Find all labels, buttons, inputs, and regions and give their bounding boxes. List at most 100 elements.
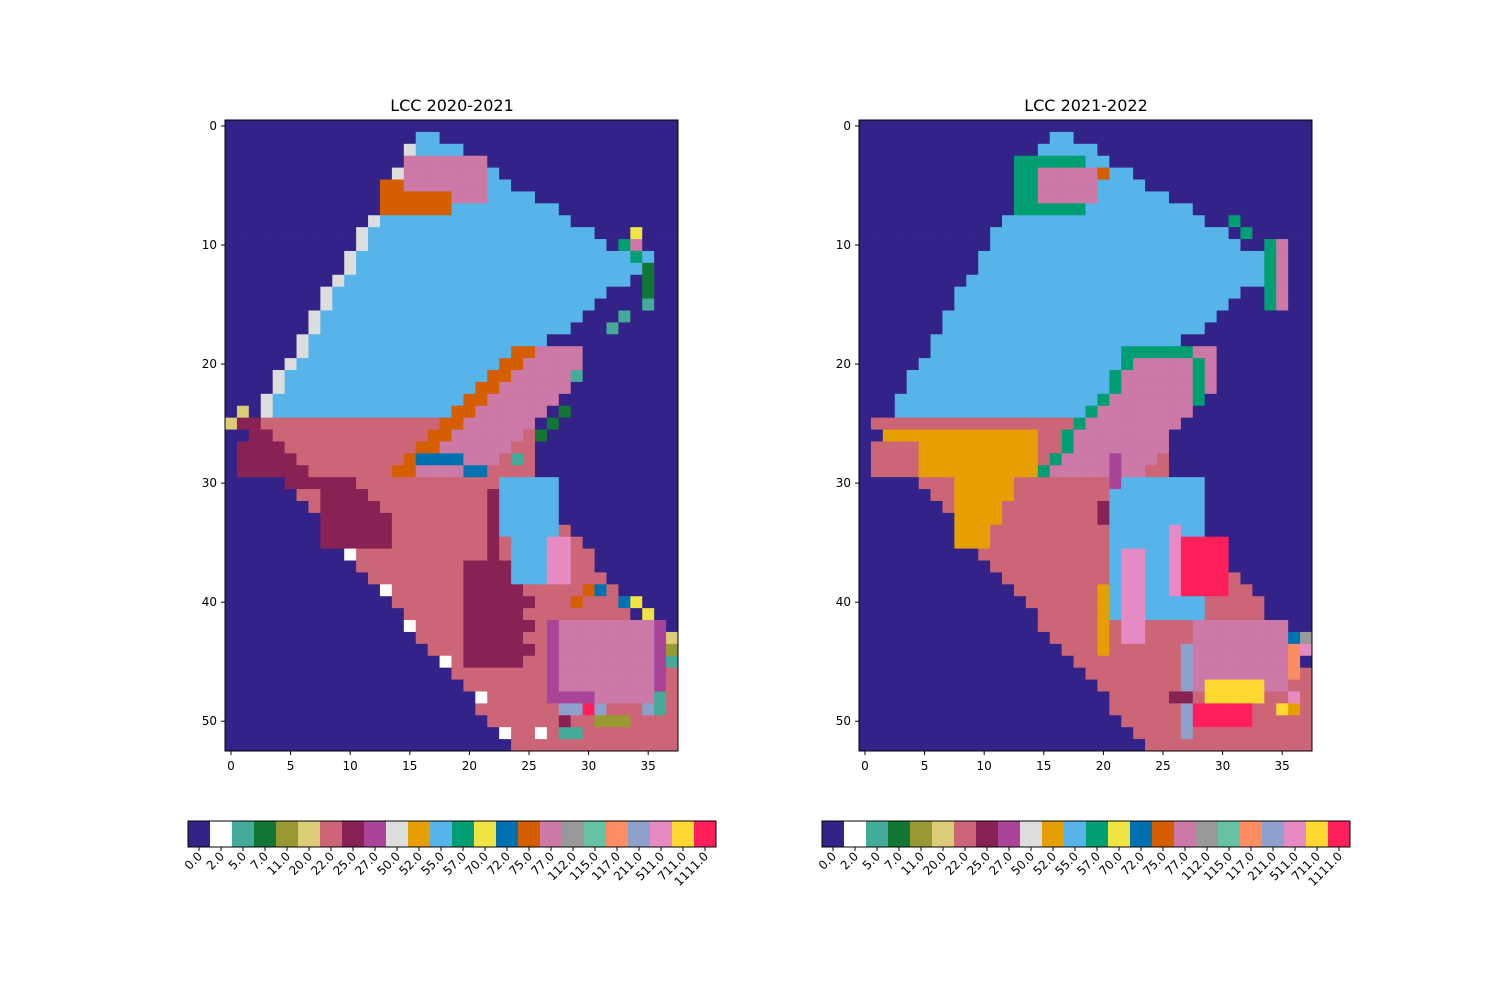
- heatmap-cell: [1037, 429, 1051, 442]
- heatmap-cell: [594, 679, 607, 692]
- heatmap-cell: [930, 155, 943, 169]
- heatmap-cell: [1276, 120, 1289, 133]
- heatmap-cell: [1073, 441, 1086, 454]
- heatmap-cell: [642, 274, 655, 288]
- heatmap-cell: [296, 227, 309, 240]
- heatmap-cell: [546, 429, 560, 442]
- heatmap-cell: [930, 298, 943, 311]
- heatmap-cell: [272, 274, 285, 288]
- heatmap-cell: [403, 239, 417, 252]
- heatmap-cell: [511, 120, 524, 133]
- heatmap-cell: [1049, 203, 1063, 216]
- heatmap-cell: [1013, 167, 1027, 180]
- panel-lcc-2021-2022: LCC 2021-2022 0 5 10 15 20 25 30 35 01020304050…: [816, 96, 1351, 889]
- heatmap-cell: [1252, 631, 1265, 645]
- heatmap-cell: [642, 393, 655, 407]
- heatmap-cell: [1002, 643, 1015, 657]
- heatmap-cell: [475, 298, 488, 311]
- heatmap-cell: [618, 405, 631, 419]
- heatmap-cell: [248, 310, 262, 323]
- heatmap-cell: [1013, 643, 1027, 657]
- heatmap-cell: [332, 262, 345, 276]
- heatmap-cell: [415, 512, 429, 526]
- heatmap-cell: [1168, 548, 1182, 561]
- heatmap-cell: [1264, 477, 1277, 490]
- heatmap-cell: [1157, 465, 1170, 478]
- heatmap-cell: [451, 179, 464, 192]
- heatmap-cell: [1061, 560, 1074, 573]
- heatmap-cell: [379, 262, 393, 276]
- plot-frame: [858, 119, 1313, 752]
- heatmap-cell: [487, 167, 500, 180]
- heatmap-cell: [499, 417, 512, 430]
- heatmap-cell: [1240, 453, 1253, 466]
- heatmap-cell: [1264, 584, 1277, 597]
- heatmap-cell: [1168, 262, 1182, 276]
- heatmap-cell: [1121, 631, 1134, 645]
- heatmap-cell: [978, 596, 991, 609]
- heatmap-cell: [284, 250, 297, 264]
- heatmap-cell: [870, 596, 884, 609]
- colorbar-swatch: [386, 821, 409, 847]
- heatmap-cell: [1228, 429, 1241, 442]
- heatmap-cell: [320, 548, 333, 561]
- heatmap-cell: [1252, 274, 1265, 288]
- heatmap-cell: [1013, 179, 1027, 192]
- heatmap-cell: [284, 393, 297, 407]
- heatmap-cell: [1037, 679, 1051, 692]
- heatmap-cell: [1097, 298, 1110, 311]
- heatmap-cell: [618, 596, 631, 609]
- heatmap-cell: [642, 691, 655, 704]
- heatmap-cell: [546, 548, 560, 561]
- heatmap-cell: [1216, 417, 1229, 430]
- colorbar-label: 22.0: [308, 849, 337, 878]
- heatmap-cell: [1073, 370, 1086, 383]
- heatmap-cell: [966, 703, 979, 716]
- heatmap-cell: [260, 524, 274, 538]
- heatmap-cell: [1228, 381, 1241, 395]
- heatmap-cell: [942, 227, 955, 240]
- heatmap-cell: [1145, 596, 1158, 609]
- heatmap-cell: [379, 500, 393, 514]
- heatmap-cell: [930, 120, 943, 133]
- heatmap-cell: [1252, 334, 1265, 347]
- heatmap-cell: [1145, 310, 1158, 323]
- heatmap-cell: [1276, 691, 1289, 704]
- heatmap-cell: [391, 203, 405, 216]
- heatmap-cell: [966, 548, 979, 561]
- heatmap-cell: [1109, 536, 1122, 550]
- heatmap-cell: [356, 489, 369, 502]
- heatmap-cell: [1300, 655, 1313, 669]
- heatmap-cell: [1300, 691, 1313, 704]
- heatmap-cell: [1121, 643, 1134, 657]
- heatmap-cell: [642, 655, 655, 669]
- heatmap-cell: [368, 393, 381, 407]
- heatmap-cell: [1240, 274, 1253, 288]
- heatmap-cell: [225, 524, 238, 538]
- heatmap-cell: [1037, 274, 1051, 288]
- heatmap-cell: [1109, 239, 1122, 252]
- heatmap-cell: [487, 239, 500, 252]
- heatmap-cell: [594, 727, 607, 740]
- heatmap-cell: [906, 715, 919, 728]
- heatmap-cell: [546, 310, 560, 323]
- heatmap-cell: [272, 405, 285, 419]
- heatmap-cell: [332, 608, 345, 621]
- heatmap-cell: [1192, 667, 1206, 680]
- heatmap-cell: [236, 596, 250, 609]
- heatmap-cell: [236, 310, 250, 323]
- heatmap-cell: [966, 631, 979, 645]
- heatmap-cell: [1002, 120, 1015, 133]
- heatmap-cell: [368, 274, 381, 288]
- heatmap-cell: [248, 393, 262, 407]
- heatmap-cell: [1252, 560, 1265, 573]
- heatmap-cell: [308, 417, 321, 430]
- heatmap-cell: [368, 560, 381, 573]
- heatmap-cell: [1097, 310, 1110, 323]
- heatmap-cell: [1145, 203, 1158, 216]
- heatmap-cell: [582, 334, 595, 347]
- colorbar-swatch: [1306, 821, 1329, 847]
- heatmap-cell: [1073, 536, 1086, 550]
- heatmap-cell: [463, 429, 476, 442]
- heatmap-cell: [499, 262, 512, 276]
